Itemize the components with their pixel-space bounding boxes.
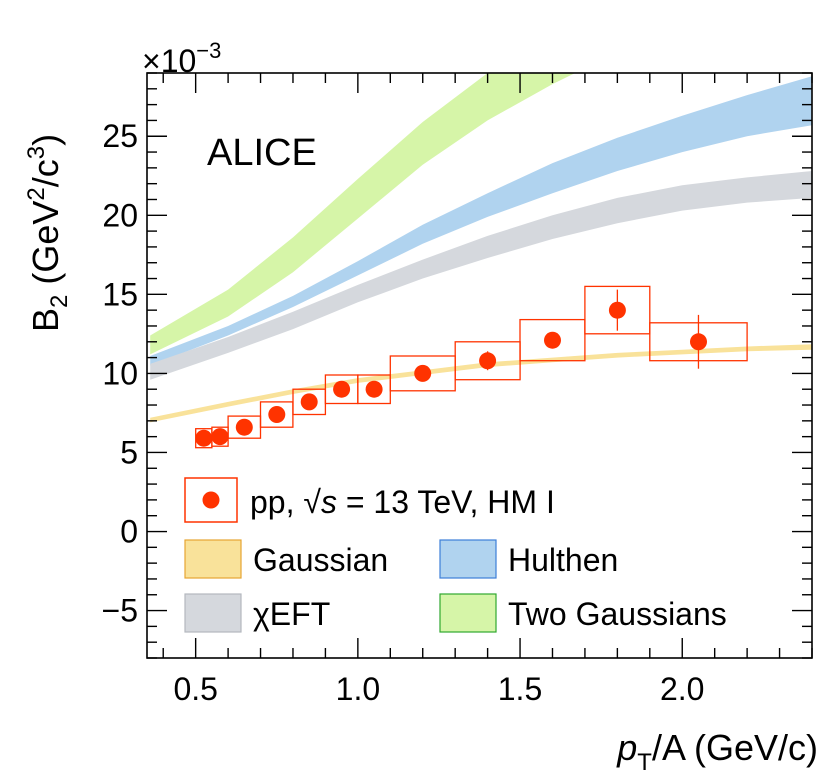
- x-tick-label: 1.0: [336, 671, 380, 707]
- data-marker: [333, 380, 351, 398]
- x-tick-label: 2.0: [660, 671, 704, 707]
- data-marker: [414, 364, 432, 382]
- y-exponent: ×10−3: [142, 38, 221, 79]
- syst-error-box: [519, 318, 586, 362]
- band-chi-eft: [150, 171, 812, 380]
- legend-swatch: [439, 539, 497, 579]
- data-marker: [608, 301, 626, 319]
- data-marker: [300, 393, 318, 411]
- model-bands: [150, 73, 812, 423]
- data-point: [227, 415, 262, 439]
- axis-ticks: 0.5 1.0 1.5 2.0 −5 0 5 10 15 20 25: [102, 72, 813, 707]
- syst-error-box: [584, 285, 651, 335]
- y-tick-label: 5: [120, 435, 138, 471]
- data-marker: [211, 428, 229, 446]
- plot-frame: [146, 72, 813, 659]
- data-marker: [195, 429, 213, 447]
- y-tick-label: 0: [120, 514, 138, 550]
- y-tick-label: 25: [102, 118, 138, 154]
- legend-entry-hulthen: Hulthen: [439, 539, 618, 579]
- data-point: [211, 426, 229, 447]
- data-series: [195, 285, 748, 449]
- data-point: [519, 318, 586, 362]
- data-point: [195, 428, 213, 449]
- y-tick-label: 20: [102, 197, 138, 233]
- legend-label: χEFT: [253, 596, 330, 632]
- data-point: [584, 285, 651, 335]
- data-marker: [690, 333, 707, 351]
- y-tick-label: 15: [102, 276, 138, 312]
- data-marker: [365, 380, 383, 398]
- data-marker: [268, 406, 286, 423]
- legend-swatch: [184, 593, 242, 633]
- legend-data-label: pp, √s = 13 TeV, HM I: [250, 484, 555, 520]
- data-point: [324, 374, 359, 405]
- legend-entry-gaussian: Gaussian: [184, 539, 388, 579]
- legend-swatch: [439, 593, 497, 633]
- x-tick-label: 1.5: [498, 671, 542, 707]
- band-hulthen: [150, 76, 812, 366]
- legend-entry-chi-eft: χEFT: [184, 593, 330, 633]
- data-point: [454, 341, 521, 381]
- data-marker: [235, 418, 253, 436]
- legend-label: Gaussian: [253, 542, 388, 578]
- data-marker: [544, 331, 561, 349]
- y-tick-label: 10: [102, 355, 138, 391]
- legend-data-marker: [202, 491, 220, 509]
- legend-label: Two Gaussians: [508, 596, 727, 632]
- legend-band-entries: Gaussian Hulthen χEFT Two Gaussians: [184, 539, 727, 633]
- y-axis-title: B2 (GeV2/c3): [23, 134, 73, 332]
- legend-swatch: [184, 539, 242, 579]
- legend-entry-data: pp, √s = 13 TeV, HM I: [184, 477, 555, 523]
- x-tick-label: 0.5: [173, 671, 217, 707]
- y-tick-label: −5: [102, 593, 138, 629]
- data-point: [649, 314, 748, 369]
- legend-entry-two-gaussians: Two Gaussians: [439, 593, 727, 633]
- legend: pp, √s = 13 TeV, HM I Gaussian Hulthen χEF…: [184, 477, 727, 633]
- data-point: [259, 401, 294, 428]
- legend-label: Hulthen: [508, 542, 618, 578]
- data-marker: [479, 352, 497, 370]
- x-axis-title: pT/A (GeV/c): [616, 727, 818, 776]
- experiment-label: ALICE: [207, 132, 317, 174]
- band-two-gaussians: [150, 73, 576, 355]
